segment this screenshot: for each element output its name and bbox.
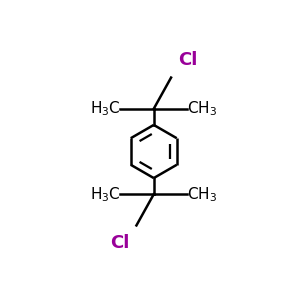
Text: CH$_3$: CH$_3$ xyxy=(187,99,217,118)
Text: CH$_3$: CH$_3$ xyxy=(187,185,217,204)
Text: Cl: Cl xyxy=(178,51,197,69)
Text: H$_3$C: H$_3$C xyxy=(90,99,120,118)
Text: Cl: Cl xyxy=(110,234,130,252)
Text: H$_3$C: H$_3$C xyxy=(90,185,120,204)
